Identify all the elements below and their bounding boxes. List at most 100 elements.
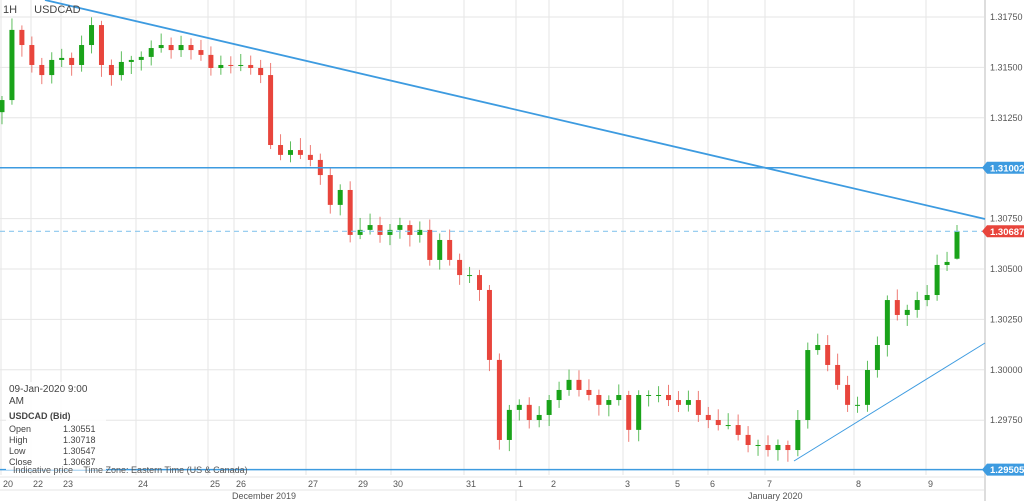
price-tag-label: 1.29505: [990, 465, 1024, 476]
x-tick-label: 29: [358, 479, 368, 489]
low-value: 1.30547: [63, 446, 96, 456]
candle-body: [805, 350, 811, 420]
x-tick-label: 5: [675, 479, 680, 489]
indicative-note: Indicative price: [13, 465, 74, 475]
info-row-low: Low 1.30547: [9, 446, 103, 457]
candle-body: [526, 404, 532, 420]
candle-body: [19, 29, 25, 46]
candle-body: [556, 389, 562, 401]
candle-body: [695, 400, 701, 415]
x-tick-label: 26: [236, 479, 246, 489]
chart-header: 1H USDCAD: [3, 4, 95, 17]
candle-body: [407, 225, 413, 235]
candle-body: [506, 409, 512, 440]
y-tick-label: 1.30250: [990, 314, 1023, 324]
candle-body: [646, 395, 652, 396]
candle-body: [108, 64, 114, 76]
downtrend-line: [44, 0, 986, 220]
candle-body: [536, 414, 542, 420]
timezone-note: Time Zone: Eastern Time (US & Canada): [83, 465, 248, 475]
candle-body: [228, 64, 234, 66]
high-value: 1.30718: [63, 435, 96, 445]
candle-body: [815, 345, 821, 351]
candle-body: [397, 225, 403, 230]
candle-body: [39, 64, 45, 76]
candle-body: [29, 45, 35, 65]
symbol-label: USDCAD: [34, 4, 81, 16]
candle-body: [864, 370, 870, 405]
candle-body: [924, 295, 930, 301]
candle-body: [188, 45, 194, 51]
candle-body: [387, 229, 393, 235]
price-tag-label: 1.30687: [990, 227, 1024, 238]
candle-body: [496, 359, 502, 440]
x-tick-label: 6: [710, 479, 715, 489]
candle-body: [337, 189, 343, 205]
candle-body: [447, 239, 453, 260]
info-timestamp: 09-Jan-2020 9:00 AM: [9, 384, 88, 407]
candle-body: [427, 229, 433, 260]
x-tick-label: 31: [466, 479, 476, 489]
candle-body: [855, 404, 861, 406]
candle-body: [586, 389, 592, 395]
candle-body: [79, 45, 85, 65]
candle-body: [69, 57, 75, 65]
y-tick-label: 1.30750: [990, 214, 1023, 224]
price-tag-label: 1.31002: [990, 163, 1024, 174]
candle-body: [307, 154, 313, 160]
y-tick-label: 1.30500: [990, 264, 1023, 274]
y-tick-label: 1.31250: [990, 113, 1023, 123]
month-label: December 2019: [232, 491, 296, 501]
candle-body: [596, 395, 602, 405]
candle-body: [675, 400, 681, 405]
candle-body: [417, 229, 423, 235]
y-tick-label: 1.30000: [990, 365, 1023, 375]
candle-body: [128, 59, 134, 62]
candle-body: [238, 64, 244, 66]
timeframe-label[interactable]: 1H: [3, 4, 18, 16]
candle-body: [845, 384, 851, 405]
level-price-tag: [982, 463, 1024, 476]
x-tick-label: 1: [518, 479, 523, 489]
y-tick-label: 1.29750: [990, 415, 1023, 425]
current-price-tag: [982, 225, 1024, 238]
candle-body: [138, 56, 144, 60]
candle-body: [576, 379, 582, 390]
candle-body: [735, 425, 741, 435]
uptrend-line: [793, 342, 986, 462]
x-tick-label: 8: [856, 479, 861, 489]
candle-body: [715, 419, 721, 426]
candle-body: [785, 444, 791, 451]
candle-body: [367, 225, 373, 230]
candle-body: [835, 364, 841, 385]
candle-body: [765, 444, 771, 451]
open-label: Open: [9, 424, 32, 434]
candle-body: [59, 57, 65, 60]
candle-body: [218, 64, 224, 69]
candle-body: [258, 68, 264, 76]
candle-body: [118, 61, 124, 76]
candle-body: [954, 231, 960, 259]
candle-body: [725, 425, 731, 427]
info-instrument: USDCAD (Bid): [9, 411, 71, 421]
candle-body: [666, 395, 672, 401]
candle-body: [377, 225, 383, 235]
candle-body: [606, 400, 612, 405]
candle-body: [616, 395, 622, 401]
candle-body: [795, 419, 801, 451]
candle-body: [158, 45, 164, 49]
candle-body: [944, 261, 950, 265]
candle-body: [894, 300, 900, 315]
candle-body: [516, 404, 522, 410]
candle-body: [685, 400, 691, 405]
candle-body: [904, 309, 910, 315]
candle-body: [89, 25, 95, 46]
candle-body: [168, 45, 174, 51]
candle-body: [884, 300, 890, 346]
candle-body: [347, 189, 353, 235]
x-tick-label: 3: [625, 479, 630, 489]
x-tick-label: 9: [928, 479, 933, 489]
candle-body: [775, 444, 781, 451]
candle-body: [745, 434, 751, 445]
